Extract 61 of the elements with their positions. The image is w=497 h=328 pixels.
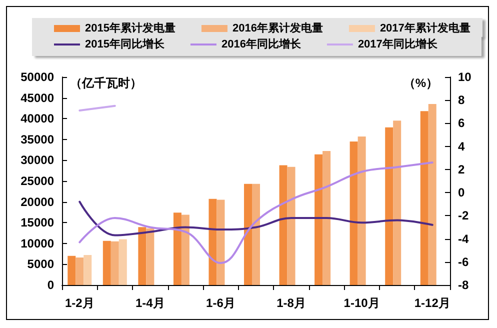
bar — [385, 127, 394, 285]
legend-label: 2017年同比增长 — [358, 38, 438, 50]
y2-axis-title: （%） — [403, 76, 438, 90]
bar — [118, 239, 127, 285]
bar — [244, 184, 252, 285]
y2-tick-label: -4 — [458, 232, 469, 246]
x-tick-label: 1-4月 — [136, 296, 165, 310]
y-tick-label: 35000 — [20, 132, 54, 146]
legend-label: 2017年累计发电量 — [380, 22, 470, 34]
y-tick-label: 40000 — [20, 112, 54, 126]
bar — [216, 200, 225, 285]
line-series — [78, 162, 434, 264]
bar — [428, 104, 436, 285]
bar — [110, 241, 119, 285]
y2-tick-label: 10 — [458, 70, 472, 84]
y-tick-label: 15000 — [20, 216, 54, 230]
x-tick-label: 1-12月 — [414, 296, 450, 310]
bar — [102, 240, 111, 285]
y-tick-label: 5000 — [27, 257, 54, 272]
bar — [146, 228, 154, 285]
y2-tick-label: -2 — [458, 208, 469, 223]
bar — [358, 136, 366, 285]
y-tick-label: 45000 — [20, 90, 54, 105]
bar — [252, 184, 260, 285]
y2-tick-label: 0 — [458, 186, 465, 200]
y2-tick-label: 6 — [458, 116, 465, 130]
x-tick-label: 1-2月 — [64, 296, 94, 310]
bar — [393, 120, 402, 285]
bar — [279, 165, 288, 285]
line-series — [78, 200, 434, 236]
bar — [173, 212, 182, 285]
legend-label: 2016年同比增长 — [221, 38, 302, 50]
y-tick-label: 10000 — [20, 236, 54, 250]
x-tick-label: 1-8月 — [276, 296, 306, 310]
y2-tick-label: -8 — [458, 278, 469, 292]
y-axis-title: （亿千瓦时） — [70, 76, 142, 90]
y-tick-label: 50000 — [20, 70, 54, 84]
y-tick-label: 20000 — [20, 194, 54, 209]
y-tick-label: 0 — [47, 278, 54, 292]
x-tick-label: 1-6月 — [206, 296, 236, 310]
bar — [314, 154, 323, 285]
bar — [76, 258, 84, 285]
bar — [322, 151, 331, 285]
y2-tick-label: 8 — [458, 93, 465, 108]
y-tick-label: 30000 — [20, 153, 54, 168]
bar — [350, 141, 358, 285]
bar — [287, 166, 296, 285]
bar — [420, 111, 428, 285]
y2-tick-label: 4 — [458, 139, 465, 154]
bar — [68, 256, 76, 285]
bar — [181, 214, 190, 285]
bar — [138, 227, 146, 285]
y2-tick-label: 2 — [458, 162, 465, 176]
bar — [208, 198, 217, 285]
y-tick-label: 25000 — [20, 174, 54, 188]
x-tick-label: 1-10月 — [344, 296, 380, 310]
legend-label: 2015年累计发电量 — [85, 22, 176, 34]
y2-tick-label: -6 — [458, 254, 469, 269]
legend-label: 2015年同比增长 — [85, 38, 166, 50]
legend-label: 2016年累计发电量 — [232, 22, 323, 34]
bar — [84, 255, 92, 285]
